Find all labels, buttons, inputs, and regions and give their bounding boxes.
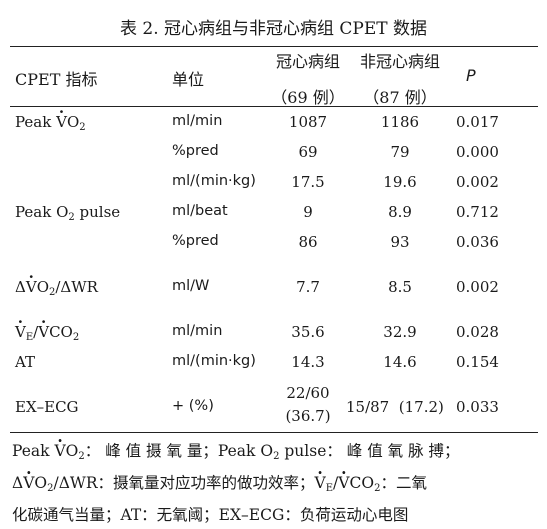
header-nonchd-n: （87 例） <box>363 88 437 107</box>
p-value: 0.017 <box>456 113 499 131</box>
header-nonchd: 非冠心病组 <box>359 52 440 71</box>
table-title: 表 2. 冠心病组与非冠心病组 CPET 数据 <box>119 19 428 39</box>
nonchd-value: 15/87 (17.2) <box>346 398 444 416</box>
chd-value: 9 <box>303 203 313 221</box>
header-rule <box>10 106 538 107</box>
nonchd-value: 32.9 <box>383 323 417 341</box>
chd-value: 86 <box>298 233 318 251</box>
header-indicator: CPET 指标 <box>15 70 98 89</box>
p-value: 0.712 <box>456 203 499 221</box>
header-chd-n: （69 例） <box>271 88 345 107</box>
unit-cell: %pred <box>172 233 219 249</box>
unit-cell: + (%) <box>172 398 214 414</box>
chd-value: 22/60 <box>286 384 330 402</box>
indicator-ex-ecg: EX–ECG <box>15 398 79 416</box>
nonchd-value: 14.6 <box>383 353 417 371</box>
nonchd-value: 8.5 <box>388 278 412 296</box>
unit-cell: ml/(min·kg) <box>172 173 256 189</box>
header-unit: 单位 <box>172 70 205 89</box>
nonchd-value: 8.9 <box>388 203 412 221</box>
indicator-peak-vo2: Peak VO2 <box>15 113 86 133</box>
unit-cell: ml/(min·kg) <box>172 353 256 369</box>
p-value: 0.000 <box>456 143 499 161</box>
chd-value: 35.6 <box>291 323 325 341</box>
unit-cell: ml/beat <box>172 203 228 219</box>
header-p: P <box>466 66 476 85</box>
unit-cell: ml/min <box>172 323 223 339</box>
p-value: 0.036 <box>456 233 499 251</box>
top-rule <box>10 46 538 47</box>
chd-value: 7.7 <box>296 278 320 296</box>
nonchd-value: 1186 <box>380 113 420 131</box>
p-value: 0.154 <box>456 353 499 371</box>
unit-cell: %pred <box>172 143 219 159</box>
chd-value: 17.5 <box>291 173 325 191</box>
p-value: 0.002 <box>456 173 499 191</box>
p-value: 0.002 <box>456 278 499 296</box>
indicator-ve-vco2: VE/VCO2 <box>15 323 79 343</box>
p-value: 0.028 <box>456 323 499 341</box>
bottom-rule <box>10 432 538 433</box>
chd-value-pct: (36.7) <box>285 407 331 425</box>
indicator-dvo2-dwr: ΔVO2/ΔWR <box>15 278 98 298</box>
unit-cell: ml/min <box>172 113 223 129</box>
nonchd-value: 19.6 <box>383 173 417 191</box>
unit-cell: ml/W <box>172 278 210 294</box>
table-footnote: Peak VO2： 峰 值 摄 氧 量；Peak O2 pulse： 峰 值 氧… <box>12 438 537 528</box>
nonchd-value: 93 <box>390 233 410 251</box>
chd-value: 69 <box>298 143 318 161</box>
chd-value: 1087 <box>288 113 328 131</box>
indicator-peak-o2-pulse: Peak O2 pulse <box>15 203 121 223</box>
header-chd: 冠心病组 <box>275 52 340 71</box>
chd-value: 14.3 <box>291 353 325 371</box>
indicator-at: AT <box>15 353 36 371</box>
nonchd-value: 79 <box>390 143 410 161</box>
p-value: 0.033 <box>456 398 499 416</box>
